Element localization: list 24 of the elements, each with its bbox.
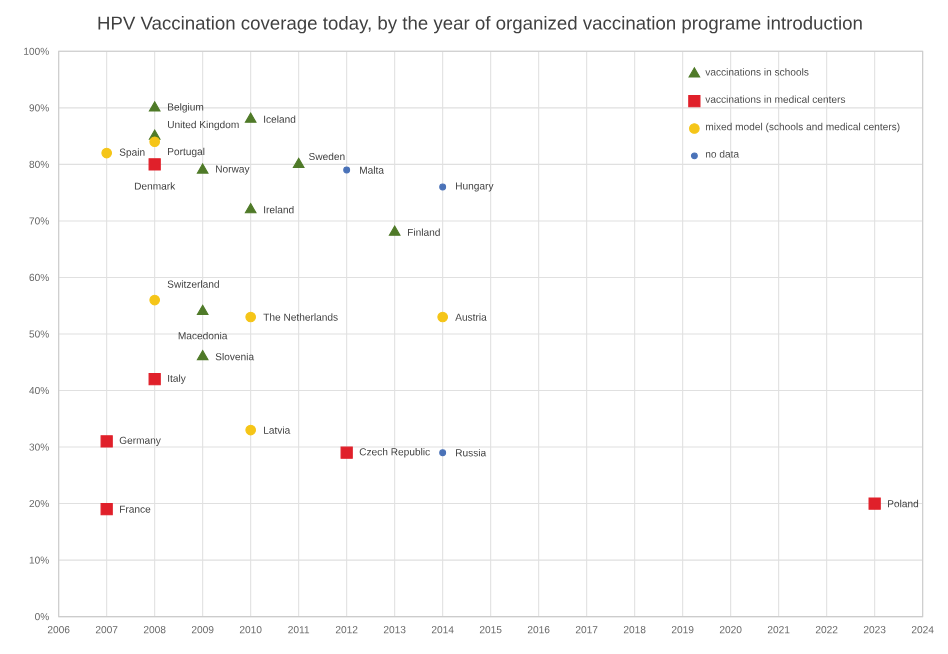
point xyxy=(388,225,401,236)
point xyxy=(245,311,257,323)
point xyxy=(245,424,257,436)
point xyxy=(244,202,257,214)
point xyxy=(100,435,113,448)
point xyxy=(292,157,305,168)
chart-title: HPV Vaccination coverage today, by the year of organized vaccination programe introduction xyxy=(98,15,862,34)
point xyxy=(149,294,161,306)
point xyxy=(196,163,209,174)
point xyxy=(439,449,447,457)
point xyxy=(148,101,161,112)
point xyxy=(244,112,257,123)
point xyxy=(148,373,161,386)
point xyxy=(340,446,353,459)
point xyxy=(868,497,881,510)
point xyxy=(100,503,113,516)
point xyxy=(101,147,113,159)
point xyxy=(196,349,209,361)
point xyxy=(343,166,351,174)
point xyxy=(196,304,209,315)
point xyxy=(149,136,161,148)
point xyxy=(437,311,449,323)
point xyxy=(439,183,447,191)
point xyxy=(148,158,161,171)
